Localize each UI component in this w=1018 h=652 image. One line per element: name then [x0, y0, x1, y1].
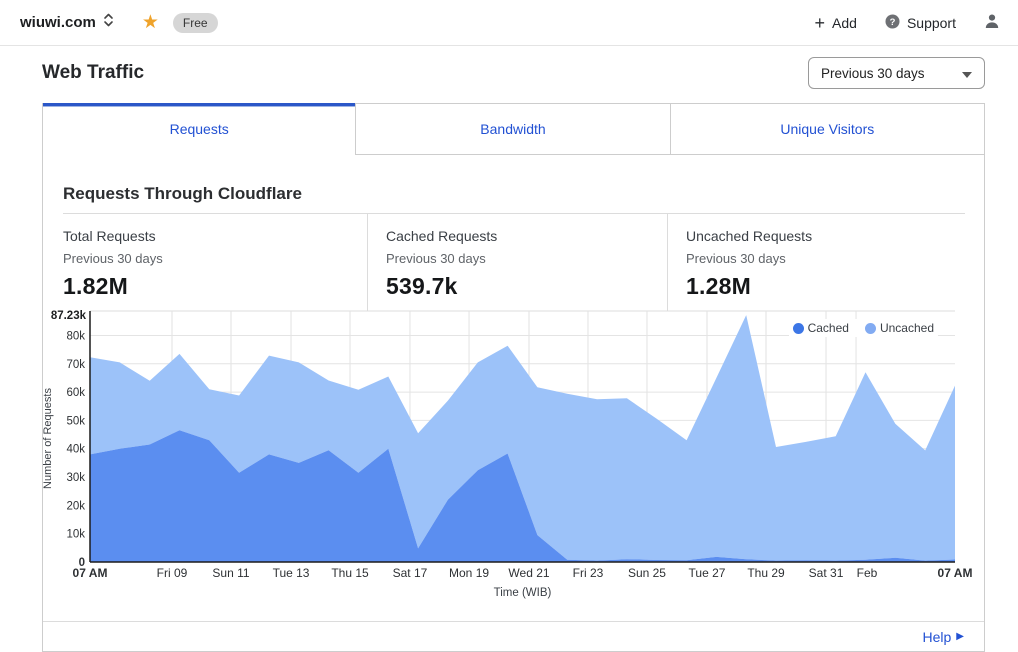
stat-label: Cached Requests: [386, 228, 498, 244]
plan-badge: Free: [172, 12, 218, 33]
zone-name: wiuwi.com: [20, 14, 96, 31]
stats-divider: [63, 213, 965, 214]
legend-item-uncached: Uncached: [864, 321, 934, 335]
svg-text:Sat 31: Sat 31: [809, 566, 844, 580]
account-button[interactable]: [984, 13, 1000, 32]
svg-text:Tue 27: Tue 27: [689, 566, 726, 580]
stat-value: 539.7k: [386, 273, 458, 299]
svg-text:50k: 50k: [66, 415, 85, 427]
requests-area-chart: 0 10k 20k 30k 40k 50k 60k 70k 80k 87.23k 07 AM Fri …: [43, 305, 984, 605]
svg-text:Wed 21: Wed 21: [508, 566, 549, 580]
chevron-up-down-icon: [103, 12, 114, 33]
stat-label: Total Requests: [63, 228, 156, 244]
chart-canvas: 0 10k 20k 30k 40k 50k 60k 70k 80k 87.23k 07 AM Fri …: [43, 310, 973, 599]
svg-text:20k: 20k: [66, 500, 85, 512]
web-traffic-card: Requests Bandwidth Unique Visitors Reque…: [42, 103, 985, 652]
svg-text:87.23k: 87.23k: [51, 310, 87, 322]
svg-text:10k: 10k: [66, 529, 85, 541]
svg-text:80k: 80k: [66, 330, 85, 342]
help-label: Help: [922, 628, 952, 645]
stat-value: 1.82M: [63, 273, 128, 299]
support-label: Support: [906, 14, 956, 31]
legend-item-cached: Cached: [792, 321, 849, 335]
help-row: Help ▶: [43, 621, 984, 651]
question-circle-icon: ?: [885, 14, 900, 32]
add-label: Add: [832, 14, 857, 31]
stat-cached-requests: Cached Requests Previous 30 days 539.7k: [367, 214, 667, 311]
svg-text:70k: 70k: [66, 359, 85, 371]
tab-requests[interactable]: Requests: [42, 103, 357, 155]
zone-selector[interactable]: wiuwi.com: [20, 12, 114, 33]
svg-text:Sun 11: Sun 11: [212, 566, 249, 580]
svg-text:Thu 15: Thu 15: [331, 566, 369, 580]
support-button[interactable]: ? Support: [885, 14, 956, 32]
chart-legend: Cached Uncached: [788, 319, 938, 337]
svg-text:40k: 40k: [66, 444, 85, 456]
uncached-area: [90, 315, 955, 561]
top-bar: wiuwi.com ★ Free + Add ? Support: [0, 0, 1018, 46]
date-range-value: Previous 30 days: [821, 65, 925, 81]
svg-text:Time (WIB): Time (WIB): [494, 587, 552, 599]
svg-text:Tue 13: Tue 13: [273, 566, 310, 580]
svg-text:Fri 23: Fri 23: [573, 566, 604, 580]
svg-text:Sat 17: Sat 17: [393, 566, 428, 580]
svg-text:30k: 30k: [66, 472, 85, 484]
svg-text:?: ?: [890, 17, 896, 28]
svg-text:Sun 25: Sun 25: [628, 566, 666, 580]
add-button[interactable]: + Add: [815, 14, 857, 32]
tab-bandwidth[interactable]: Bandwidth: [356, 103, 671, 155]
legend-dot: [792, 322, 804, 334]
stat-period: Previous 30 days: [63, 251, 163, 266]
tab-bar: Requests Bandwidth Unique Visitors: [42, 103, 985, 155]
legend-dot: [864, 322, 876, 334]
svg-text:Feb: Feb: [857, 566, 878, 580]
stat-uncached-requests: Uncached Requests Previous 30 days 1.28M: [667, 214, 965, 311]
svg-text:Thu 29: Thu 29: [747, 566, 785, 580]
stats-row: Total Requests Previous 30 days 1.82M Ca…: [63, 214, 965, 311]
arrow-right-icon: ▶: [956, 631, 964, 642]
help-link[interactable]: Help ▶: [923, 629, 965, 645]
tab-unique-visitors[interactable]: Unique Visitors: [670, 103, 985, 155]
svg-text:Mon 19: Mon 19: [449, 566, 489, 580]
stat-period: Previous 30 days: [686, 251, 786, 266]
svg-text:07 AM: 07 AM: [73, 566, 108, 580]
svg-text:07 AM: 07 AM: [938, 566, 973, 580]
person-icon: [984, 13, 1000, 32]
page-title: Web Traffic: [42, 62, 145, 83]
section-title: Requests Through Cloudflare: [63, 184, 302, 203]
svg-text:Number of Requests: Number of Requests: [43, 388, 54, 489]
date-range-select[interactable]: Previous 30 days: [808, 57, 985, 89]
svg-text:0: 0: [79, 557, 85, 569]
cached-area: [90, 430, 955, 562]
star-icon: ★: [141, 12, 159, 33]
plus-icon: +: [814, 12, 826, 33]
stat-value: 1.28M: [686, 273, 751, 299]
stat-period: Previous 30 days: [386, 251, 486, 266]
stat-total-requests: Total Requests Previous 30 days 1.82M: [63, 214, 367, 311]
stat-label: Uncached Requests: [686, 228, 813, 244]
caret-down-icon: [962, 66, 972, 81]
svg-text:Fri 09: Fri 09: [157, 566, 188, 580]
svg-text:60k: 60k: [66, 387, 85, 399]
